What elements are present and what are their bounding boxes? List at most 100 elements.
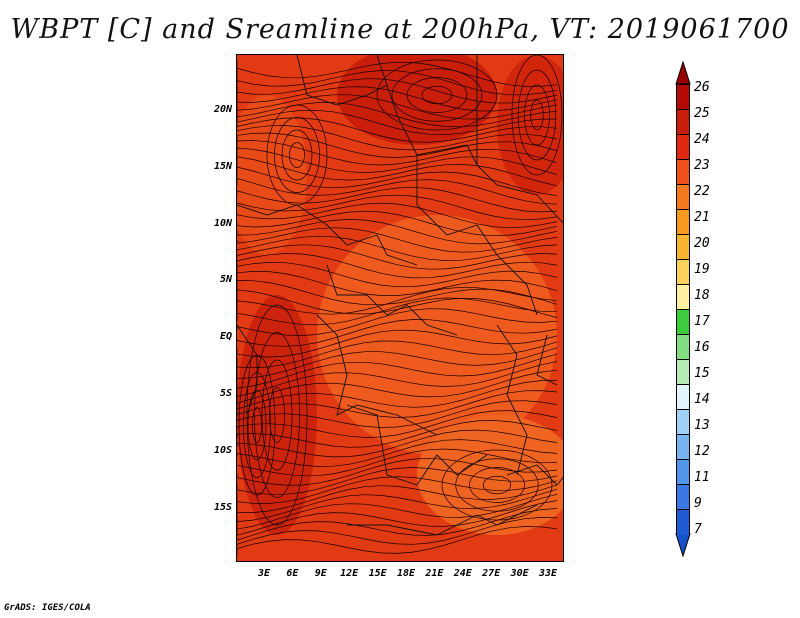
streamline-eddy [406,77,468,113]
streamline [237,69,558,96]
colorbar-segment [676,384,690,410]
streamline [237,429,558,458]
streamline [237,109,557,135]
streamline [237,147,558,175]
colorbar-segment [676,109,690,135]
streamline [237,178,558,205]
streamline [237,476,558,504]
streamline [237,420,558,448]
x-axis-label: 33E [538,568,558,579]
streamline [237,380,558,410]
streamline [237,140,558,166]
streamline-eddy [252,407,262,443]
x-axis-label: 27E [482,568,501,579]
streamline-eddy [376,59,498,131]
colorbar-label: 22 [694,184,710,199]
y-axis-label: 15S [213,501,232,513]
streamline-eddy [391,68,483,122]
streamline [237,125,558,151]
y-axis-label: EQ [219,331,232,343]
colorbar-label: 13 [694,418,710,433]
wbpt-fill [237,55,563,535]
streamline [237,347,558,379]
streamline [237,340,558,369]
streamline [237,457,558,486]
streamline-eddy [441,449,553,521]
cool-region [237,295,317,535]
colorbar-segment [676,359,690,385]
streamline [237,361,558,397]
colorbar-label: 23 [694,158,710,173]
colorbar-segment [676,234,690,260]
country-borders [237,55,563,536]
streamline [237,253,558,279]
streamline-eddy [274,117,320,193]
streamline [237,94,558,120]
colorbar-segment [676,309,690,335]
colorbar-label: 14 [694,392,710,407]
streamline-eddy [517,69,557,161]
x-axis-label: 18E [396,568,416,579]
streamline-map[interactable] [236,54,564,562]
colorbar-segment [676,184,690,210]
x-axis-label: 15E [368,568,387,579]
streamline [237,286,558,315]
map-canvas [237,55,563,555]
streamline [237,280,558,306]
colorbar-label: 25 [694,106,710,121]
colorbar-label: 15 [694,366,710,381]
y-axis-label: 20N [213,104,232,115]
streamline-eddy [455,458,539,512]
y-axis-label: 5S [219,388,232,399]
streamline-eddy [247,389,267,461]
streamline [237,508,558,541]
streamline [237,467,558,495]
streamline [237,202,558,229]
streamline [237,227,558,253]
colorbar-segment [676,509,690,535]
streamline [237,194,558,221]
streamline [237,78,558,104]
streamline [237,210,558,237]
y-axis-label: 10N [213,217,232,229]
streamline [237,235,558,261]
streamline [237,289,558,318]
colorbar-segment [676,409,690,435]
colorbar-label: 20 [694,236,710,251]
streamline-eddy [269,387,285,443]
streamline [237,439,558,467]
colorbar-top-arrow [675,60,691,85]
colorbar-label: 16 [694,340,710,355]
x-axis-label: 24E [453,568,472,579]
streamline [237,308,558,336]
colorbar-segment [676,334,690,360]
y-axis-label: 15N [213,160,232,172]
colorbar-label: 12 [694,444,710,459]
colorbar-segment [676,459,690,485]
streamline-eddy [254,332,300,498]
streamline [237,186,558,213]
grads-credit: GrADS: IGES/COLA [4,603,91,613]
warm-region [417,415,563,535]
streamline-eddy [469,467,525,503]
streamline [237,500,558,536]
streamline [237,390,558,418]
colorbar-label: 19 [694,262,710,277]
colorbar [675,60,691,558]
streamline [237,526,558,555]
streamline [237,60,558,87]
streamline-eddy [482,475,512,495]
streamline [237,517,558,546]
streamline-eddy [289,142,305,168]
streamline [237,400,558,428]
colorbar-segment [676,284,690,310]
streamline [237,166,558,197]
streamline [237,156,558,187]
x-axis-label: 21E [425,568,444,579]
colorbar-segment [676,259,690,285]
streamline [237,262,558,288]
streamline [237,410,558,438]
colorbar-label: 26 [694,80,710,95]
colorbar-segment [676,434,690,460]
streamline [237,369,558,404]
